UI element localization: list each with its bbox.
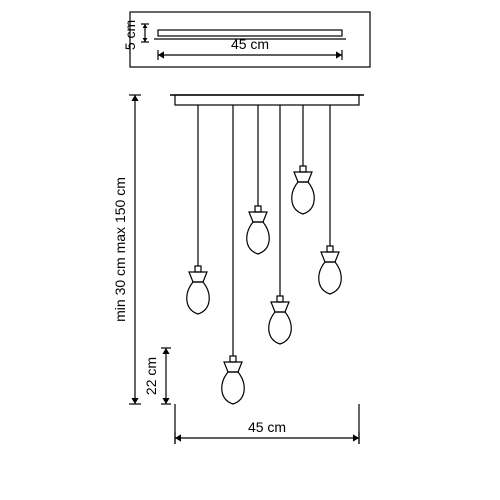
svg-text:45 cm: 45 cm [248,419,286,435]
svg-text:45 cm: 45 cm [231,36,269,52]
svg-text:5 cm: 5 cm [122,20,138,50]
svg-text:min 30 cm max 150 cm: min 30 cm max 150 cm [112,177,128,322]
svg-text:22 cm: 22 cm [143,357,159,395]
